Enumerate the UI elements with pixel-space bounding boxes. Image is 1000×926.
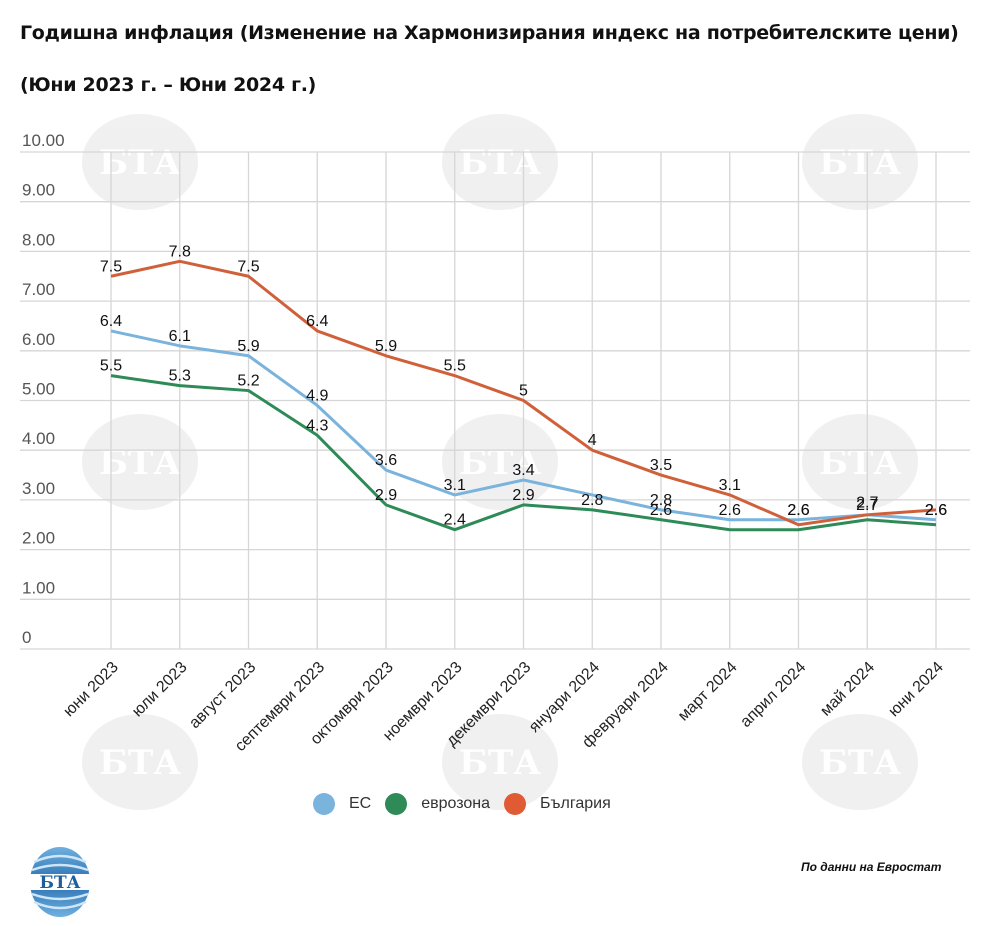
data-label: 7.5 [100, 258, 122, 275]
data-label: 3.1 [444, 477, 466, 494]
y-tick-label: 7.00 [22, 280, 55, 299]
y-tick-label: 2.00 [22, 529, 55, 548]
data-label: 2.7 [856, 494, 878, 511]
svg-text:БТА: БТА [459, 143, 541, 183]
watermark-logo-icon: БТА [802, 714, 918, 810]
svg-text:БТА: БТА [99, 143, 181, 183]
y-tick-label: 0 [22, 628, 31, 647]
x-tick-label: август 2023 [186, 659, 259, 732]
data-label: 5.3 [169, 368, 191, 385]
data-label: 2.6 [650, 502, 672, 519]
data-label: 5.5 [100, 358, 122, 375]
y-tick-label: 8.00 [22, 230, 55, 249]
y-tick-label: 6.00 [22, 330, 55, 349]
data-label: 5.5 [444, 358, 466, 375]
logo-text: БТА [39, 873, 80, 893]
data-label: 5 [519, 383, 528, 400]
data-label: 2.6 [925, 502, 947, 519]
x-tick-label: януари 2024 [526, 659, 603, 736]
data-label: 2.6 [787, 502, 809, 519]
data-label: 5.9 [375, 338, 397, 355]
svg-text:БТА: БТА [819, 743, 901, 783]
legend-eurozone-label: еврозона [421, 795, 491, 812]
x-tick-label: май 2024 [817, 659, 878, 720]
svg-text:БТА: БТА [459, 743, 541, 783]
y-tick-label: 1.00 [22, 578, 55, 597]
data-label: 7.5 [237, 258, 259, 275]
series-line-0 [110, 329, 937, 522]
svg-text:БТА: БТА [819, 143, 901, 183]
data-label: 2.7 [856, 497, 878, 514]
legend-eurozone-marker-icon [385, 793, 408, 815]
data-label: 3.6 [375, 452, 397, 469]
y-tick-label: 3.00 [22, 479, 55, 498]
data-label: 2.6 [787, 502, 809, 519]
data-label: 4.9 [306, 387, 328, 404]
legend-item-eurozone[interactable]: еврозона [385, 793, 490, 815]
legend-item-eu[interactable]: ЕС [313, 793, 371, 815]
y-tick-label: 10.00 [22, 131, 65, 150]
y-tick-label: 9.00 [22, 181, 55, 200]
legend-item-bulgaria[interactable]: България [504, 793, 611, 815]
series-line-2 [110, 259, 937, 527]
y-tick-label: 5.00 [22, 380, 55, 399]
watermark-logo-icon: БТА [82, 714, 198, 810]
data-labels: 6.46.15.94.93.63.13.42.82.6 2.6 2.7 2.65.55… [100, 243, 947, 528]
x-tick-label: юни 2023 [60, 659, 121, 720]
legend-eu-marker-icon [313, 793, 335, 815]
watermark-logo-icon: БТА [442, 714, 558, 810]
data-label: 4.3 [306, 417, 328, 434]
legend: ЕС еврозона България [313, 793, 625, 815]
data-label: 6.4 [100, 313, 122, 330]
data-label: 3.4 [512, 462, 534, 479]
data-label: 5.9 [237, 338, 259, 355]
x-tick-label: юни 2024 [885, 659, 946, 720]
y-axis-ticks: 0 1.00 2.00 3.00 4.00 5.00 6.00 7.00 8.00 9.00 10.… [22, 131, 65, 647]
series-lines [110, 259, 937, 532]
data-label: 2.6 [719, 502, 741, 519]
data-label: 3.5 [650, 457, 672, 474]
chart-subtitle: (Юни 2023 г. – Юни 2024 г.) [20, 74, 316, 96]
bta-logo-icon: БТА [20, 847, 100, 917]
data-label: 2.6 [925, 502, 947, 519]
source-note: По данни на Евростат [801, 860, 942, 874]
chart-title: Годишна инфлация (Изменение на Хармонизи… [20, 22, 959, 44]
data-label: 2.8 [650, 492, 672, 509]
data-label: 6.4 [306, 313, 328, 330]
legend-eu-label: ЕС [349, 795, 372, 812]
x-tick-label: април 2024 [737, 659, 809, 731]
data-label: 2.9 [375, 487, 397, 504]
svg-text:БТА: БТА [99, 743, 181, 783]
data-label: 2.4 [444, 512, 466, 529]
data-label: 7.8 [169, 243, 191, 260]
data-label: 3.1 [719, 477, 741, 494]
legend-bulgaria-marker-icon [504, 793, 527, 815]
series-line-1 [110, 374, 937, 532]
data-label: 2.9 [512, 487, 534, 504]
watermark-logo-icon: БТА [802, 114, 918, 210]
grid [20, 151, 970, 650]
data-label: 2.8 [581, 492, 603, 509]
x-tick-label: юли 2023 [129, 659, 191, 721]
data-label: 5.2 [237, 373, 259, 390]
y-tick-label: 4.00 [22, 429, 55, 448]
watermark-logo-icon: БТА [442, 114, 558, 210]
legend-bulgaria-label: България [540, 795, 611, 812]
x-tick-label: март 2024 [675, 659, 741, 725]
data-label: 6.1 [169, 328, 191, 345]
data-label: 4 [588, 432, 597, 449]
